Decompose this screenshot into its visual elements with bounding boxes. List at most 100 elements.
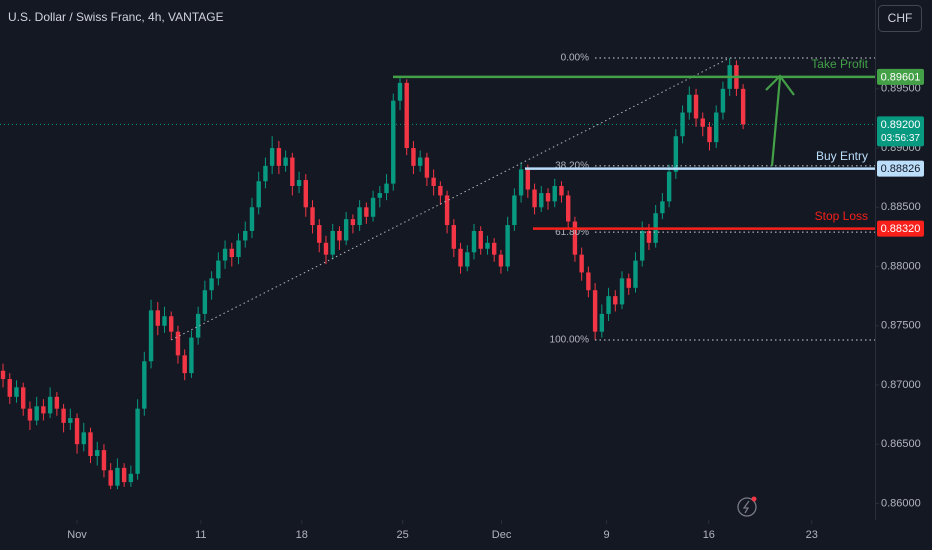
candle bbox=[626, 273, 631, 295]
y-tick-label: 0.88000 bbox=[881, 260, 921, 272]
level-price-box bbox=[877, 220, 924, 237]
candle-body bbox=[619, 278, 625, 305]
candle-body bbox=[559, 185, 564, 196]
candle bbox=[424, 152, 430, 186]
candle-body bbox=[303, 180, 308, 208]
candle-body bbox=[249, 207, 255, 231]
y-tick-label: 0.89500 bbox=[881, 83, 921, 95]
candle-body bbox=[498, 254, 504, 267]
level-name: Take Profit bbox=[811, 57, 868, 71]
candle bbox=[660, 193, 665, 220]
candle-body bbox=[269, 148, 275, 166]
plot: 0.00% 38.20% 61.80% 100.00% bbox=[0, 53, 875, 490]
candle bbox=[350, 214, 356, 234]
arrow-head bbox=[765, 74, 795, 96]
candle bbox=[714, 105, 719, 149]
candle-body bbox=[687, 94, 692, 113]
candle-body bbox=[673, 136, 679, 172]
candle-body bbox=[579, 254, 584, 273]
currency-button[interactable] bbox=[878, 5, 922, 32]
candle-body bbox=[256, 181, 261, 208]
level-price-box bbox=[877, 68, 924, 85]
candle bbox=[700, 112, 705, 137]
candle bbox=[142, 351, 147, 416]
candle bbox=[397, 78, 403, 111]
current-price-box bbox=[877, 116, 924, 147]
candle bbox=[135, 399, 140, 480]
candle bbox=[34, 396, 39, 426]
candle-body bbox=[626, 278, 631, 288]
candle-body bbox=[444, 195, 450, 226]
candle-body bbox=[565, 195, 571, 222]
candle-body bbox=[61, 408, 66, 423]
candle bbox=[559, 181, 564, 203]
candle-body bbox=[169, 316, 174, 332]
candle-body bbox=[740, 88, 746, 125]
candle-body bbox=[539, 193, 544, 208]
candle bbox=[471, 223, 477, 260]
candle bbox=[195, 306, 201, 345]
candle-body bbox=[121, 467, 127, 483]
candle-body bbox=[222, 248, 228, 261]
candle-body bbox=[142, 361, 147, 409]
candle bbox=[505, 216, 510, 272]
candle-body bbox=[465, 252, 470, 267]
candle bbox=[539, 185, 544, 213]
target-arrow bbox=[765, 74, 795, 167]
candle bbox=[229, 242, 234, 267]
candle bbox=[175, 325, 181, 364]
candle-body bbox=[377, 193, 383, 198]
candle-body bbox=[182, 355, 187, 374]
candle-body bbox=[424, 157, 430, 178]
y-tick-label: 0.86000 bbox=[881, 497, 921, 509]
candle bbox=[592, 283, 598, 340]
candle-body bbox=[646, 230, 652, 243]
alert-circle bbox=[737, 497, 757, 517]
candle-body bbox=[236, 240, 241, 258]
y-tick-label: 0.88500 bbox=[881, 201, 921, 213]
candle bbox=[518, 162, 524, 203]
candle bbox=[478, 226, 483, 255]
candle-body bbox=[485, 242, 490, 249]
candle bbox=[384, 174, 389, 201]
candle-body bbox=[310, 207, 315, 226]
candle-body bbox=[552, 185, 557, 202]
candle-body bbox=[81, 432, 86, 445]
candle-body bbox=[512, 195, 517, 226]
x-tick-label: 16 bbox=[703, 529, 715, 541]
currency-label[interactable]: CHF bbox=[888, 11, 913, 25]
candle-body bbox=[337, 230, 342, 241]
candle bbox=[525, 164, 531, 198]
candle bbox=[88, 427, 93, 464]
candle-body bbox=[545, 193, 551, 202]
current-price-label: 0.89200 bbox=[881, 119, 921, 131]
candle-body bbox=[41, 406, 46, 414]
candle-body bbox=[714, 112, 719, 143]
candle bbox=[666, 164, 672, 208]
candle-body bbox=[491, 242, 497, 255]
candle bbox=[263, 157, 268, 189]
candle bbox=[290, 152, 295, 196]
candle-body bbox=[216, 260, 221, 279]
candle-body bbox=[451, 225, 457, 249]
x-tick-label: 23 bbox=[806, 529, 818, 541]
candle bbox=[687, 86, 692, 120]
candle-body bbox=[640, 230, 645, 261]
candle-body bbox=[478, 230, 483, 249]
candle bbox=[222, 240, 228, 269]
candle bbox=[599, 304, 605, 338]
candle-body bbox=[680, 112, 685, 137]
candle bbox=[458, 242, 463, 274]
candle-body bbox=[505, 225, 510, 267]
candle-body bbox=[189, 337, 194, 374]
candle bbox=[391, 93, 396, 191]
candle bbox=[243, 221, 248, 248]
candle bbox=[431, 169, 436, 196]
candle bbox=[61, 403, 66, 433]
candle bbox=[27, 401, 33, 430]
candle-body bbox=[21, 387, 26, 409]
candle bbox=[377, 185, 383, 208]
candle bbox=[68, 408, 73, 430]
candle-body bbox=[283, 157, 288, 166]
